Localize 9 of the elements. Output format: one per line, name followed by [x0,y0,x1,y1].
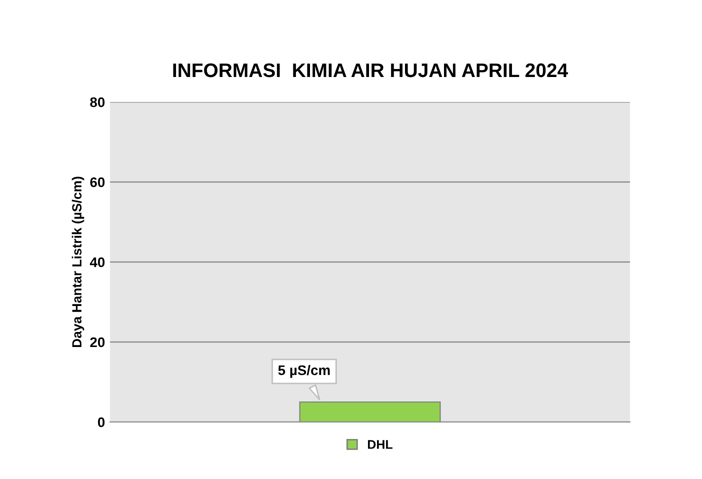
y-tick-label: 40 [90,257,105,268]
chart-title: INFORMASI KIMIA AIR HUJAN APRIL 2024 [173,63,568,78]
y-tick-label: 20 [90,337,105,348]
y-axis-title: Daya Hantar Listrik (µS/cm) [72,176,84,348]
y-tick-label: 60 [90,177,105,188]
data-label: 5 µS/cm [278,364,330,378]
y-tick-label: 80 [90,97,105,108]
y-tick-label: 0 [98,417,105,428]
legend-label: DHL [368,440,392,449]
